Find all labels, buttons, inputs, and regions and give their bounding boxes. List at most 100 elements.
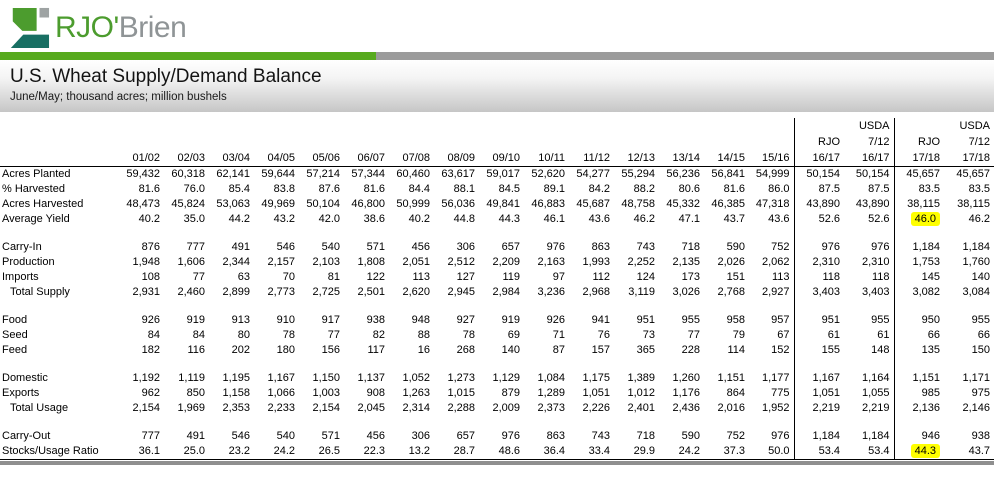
value-cell: 777: [186, 241, 205, 253]
value-cell: 116: [187, 344, 205, 356]
column-header-cell: RJO: [893, 134, 944, 150]
column-header-cell: USDA: [959, 120, 990, 132]
value-cell: 84.2: [588, 183, 610, 195]
value-cell: 42.0: [318, 213, 340, 225]
value-cell: 2,401: [627, 402, 655, 414]
value-cell: 76: [597, 329, 610, 341]
column-header-cell: [164, 134, 209, 150]
value-cell: 2,344: [222, 256, 250, 268]
value-cell: 1,051: [582, 387, 610, 399]
value-cell: 863: [591, 241, 610, 253]
value-cell: 1,260: [672, 372, 700, 384]
value-cell: 948: [411, 314, 430, 326]
value-cell: 29.9: [633, 445, 655, 457]
spacer-cell: [614, 358, 659, 371]
spacer-cell: [614, 227, 659, 240]
value-cell: 81.6: [138, 183, 160, 195]
value-cell: 84: [192, 329, 205, 341]
column-header-cell: [434, 118, 479, 134]
column-header-cell: [704, 134, 749, 150]
column-header-cell: 11/12: [569, 150, 614, 167]
column-header-cell: 02/03: [164, 150, 209, 167]
table-row: % Harvested 81.6 76.0 85.4 83.8 87.6 81.6 84.4 8…: [0, 182, 994, 197]
column-header-cell: 17/18: [893, 150, 944, 167]
value-cell: 540: [321, 241, 340, 253]
value-cell: 2,310: [861, 256, 890, 268]
spacer-cell: [524, 300, 569, 313]
value-cell: 28.7: [453, 445, 475, 457]
value-cell: 3,084: [962, 286, 990, 298]
column-header-cell: [569, 134, 614, 150]
value-cell: 43.7: [723, 213, 745, 225]
value-cell: 2,768: [717, 286, 745, 298]
value-cell: 56,841: [711, 168, 745, 180]
value-cell: 976: [546, 241, 565, 253]
value-cell: 306: [411, 430, 430, 442]
header-corner-cell: [0, 150, 119, 167]
spacer-cell: [704, 300, 749, 313]
value-cell: 70: [282, 271, 295, 283]
value-cell: 47.1: [678, 213, 700, 225]
value-cell: 2,310: [793, 255, 844, 270]
value-cell: 2,460: [177, 286, 205, 298]
value-cell: 23.2: [228, 445, 250, 457]
value-cell: 52.6: [868, 213, 890, 225]
value-cell: 118: [793, 270, 844, 285]
spacer-cell: [0, 227, 119, 240]
value-cell: 958: [726, 314, 745, 326]
value-cell: 44.3: [893, 444, 944, 459]
value-cell: 118: [871, 271, 890, 283]
column-header-cell: [299, 118, 344, 134]
value-cell: 53.4: [868, 445, 890, 457]
table-row: Exports 962 850 1,158 1,066 1,003 908 1,263 1,01…: [0, 386, 994, 401]
brand-bar-green-segment: [0, 52, 376, 60]
spacer-cell: [704, 227, 749, 240]
spacer-cell: [299, 227, 344, 240]
value-cell: 87.5: [868, 183, 890, 195]
spacer-cell: [164, 227, 209, 240]
value-cell: 919: [186, 314, 205, 326]
value-cell: 946: [893, 429, 944, 444]
value-cell: 879: [501, 387, 520, 399]
page-title: U.S. Wheat Supply/Demand Balance: [10, 66, 322, 87]
spacer-cell: [119, 358, 164, 371]
value-cell: 46,883: [531, 198, 565, 210]
highlighted-value: 44.3: [910, 444, 940, 458]
value-cell: 56,036: [441, 198, 475, 210]
value-cell: 37.3: [723, 445, 745, 457]
value-cell: 1,084: [537, 372, 565, 384]
row-label: Total Supply: [10, 286, 70, 298]
column-header-cell: [209, 134, 254, 150]
value-cell: 2,146: [962, 402, 990, 414]
spacer-cell: [704, 358, 749, 371]
value-cell: 491: [186, 430, 205, 442]
spacer-cell: [434, 227, 479, 240]
value-cell: 36.1: [138, 445, 160, 457]
column-header-cell: 15/16: [749, 150, 794, 167]
value-cell: 71: [552, 329, 565, 341]
column-header-cell: [749, 134, 794, 150]
table-row: Acres Harvested 48,473 45,824 53,063 49,969 5…: [0, 197, 994, 212]
value-cell: 40.2: [138, 213, 160, 225]
value-cell: 228: [681, 344, 700, 356]
value-cell: 752: [771, 241, 790, 253]
value-cell: 913: [231, 314, 250, 326]
value-cell: 135: [893, 343, 944, 358]
spacer-cell: [434, 358, 479, 371]
value-cell: 1,055: [861, 387, 890, 399]
value-cell: 56,236: [666, 168, 700, 180]
value-cell: 2,154: [132, 402, 160, 414]
value-cell: 976: [501, 430, 520, 442]
row-label: Acres Planted: [2, 168, 71, 180]
value-cell: 47,318: [755, 198, 790, 210]
value-cell: 546: [276, 241, 295, 253]
value-cell: 45,657: [893, 166, 944, 182]
value-cell: 52,620: [531, 168, 565, 180]
value-cell: 88.2: [633, 183, 655, 195]
header-corner-cell: [0, 118, 119, 134]
value-cell: 1,129: [492, 372, 520, 384]
value-cell: 48,758: [621, 198, 655, 210]
row-label: Stocks/Usage Ratio: [2, 445, 99, 457]
spacer-cell: [119, 416, 164, 429]
value-cell: 3,119: [628, 286, 655, 298]
